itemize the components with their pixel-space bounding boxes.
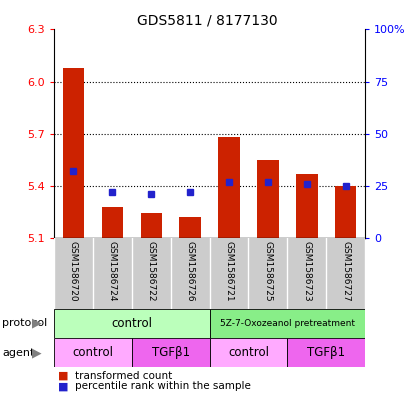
Text: transformed count: transformed count bbox=[75, 371, 172, 381]
Text: ■: ■ bbox=[58, 371, 68, 381]
Text: GDS5811 / 8177130: GDS5811 / 8177130 bbox=[137, 14, 278, 28]
Text: control: control bbox=[111, 317, 152, 330]
Text: TGFβ1: TGFβ1 bbox=[151, 346, 190, 359]
Bar bbox=[257, 160, 278, 238]
Bar bbox=[132, 338, 210, 367]
Bar bbox=[218, 137, 240, 238]
Bar bbox=[335, 185, 356, 238]
Bar bbox=[287, 338, 365, 367]
Bar bbox=[54, 309, 210, 338]
Text: GSM1586722: GSM1586722 bbox=[147, 241, 156, 301]
Text: TGFβ1: TGFβ1 bbox=[307, 346, 345, 359]
Text: GSM1586726: GSM1586726 bbox=[186, 241, 195, 301]
Bar bbox=[102, 206, 123, 238]
Bar bbox=[141, 213, 162, 238]
Bar bbox=[210, 338, 287, 367]
Text: GSM1586720: GSM1586720 bbox=[69, 241, 78, 301]
Bar bbox=[179, 217, 201, 238]
Bar bbox=[296, 174, 317, 238]
Bar bbox=[54, 338, 132, 367]
Text: ▶: ▶ bbox=[32, 346, 42, 359]
Text: GSM1586723: GSM1586723 bbox=[303, 241, 311, 301]
Text: ■: ■ bbox=[58, 381, 68, 391]
Bar bbox=[210, 309, 365, 338]
Text: control: control bbox=[228, 346, 269, 359]
Text: ▶: ▶ bbox=[32, 317, 42, 330]
Text: control: control bbox=[72, 346, 113, 359]
Text: 5Z-7-Oxozeanol pretreatment: 5Z-7-Oxozeanol pretreatment bbox=[220, 319, 355, 328]
Text: agent: agent bbox=[2, 348, 34, 358]
Text: GSM1586727: GSM1586727 bbox=[341, 241, 350, 301]
Text: GSM1586721: GSM1586721 bbox=[225, 241, 234, 301]
Text: GSM1586724: GSM1586724 bbox=[108, 241, 117, 301]
Text: percentile rank within the sample: percentile rank within the sample bbox=[75, 381, 251, 391]
Text: GSM1586725: GSM1586725 bbox=[264, 241, 272, 301]
Bar bbox=[63, 68, 84, 238]
Text: protocol: protocol bbox=[2, 318, 47, 328]
